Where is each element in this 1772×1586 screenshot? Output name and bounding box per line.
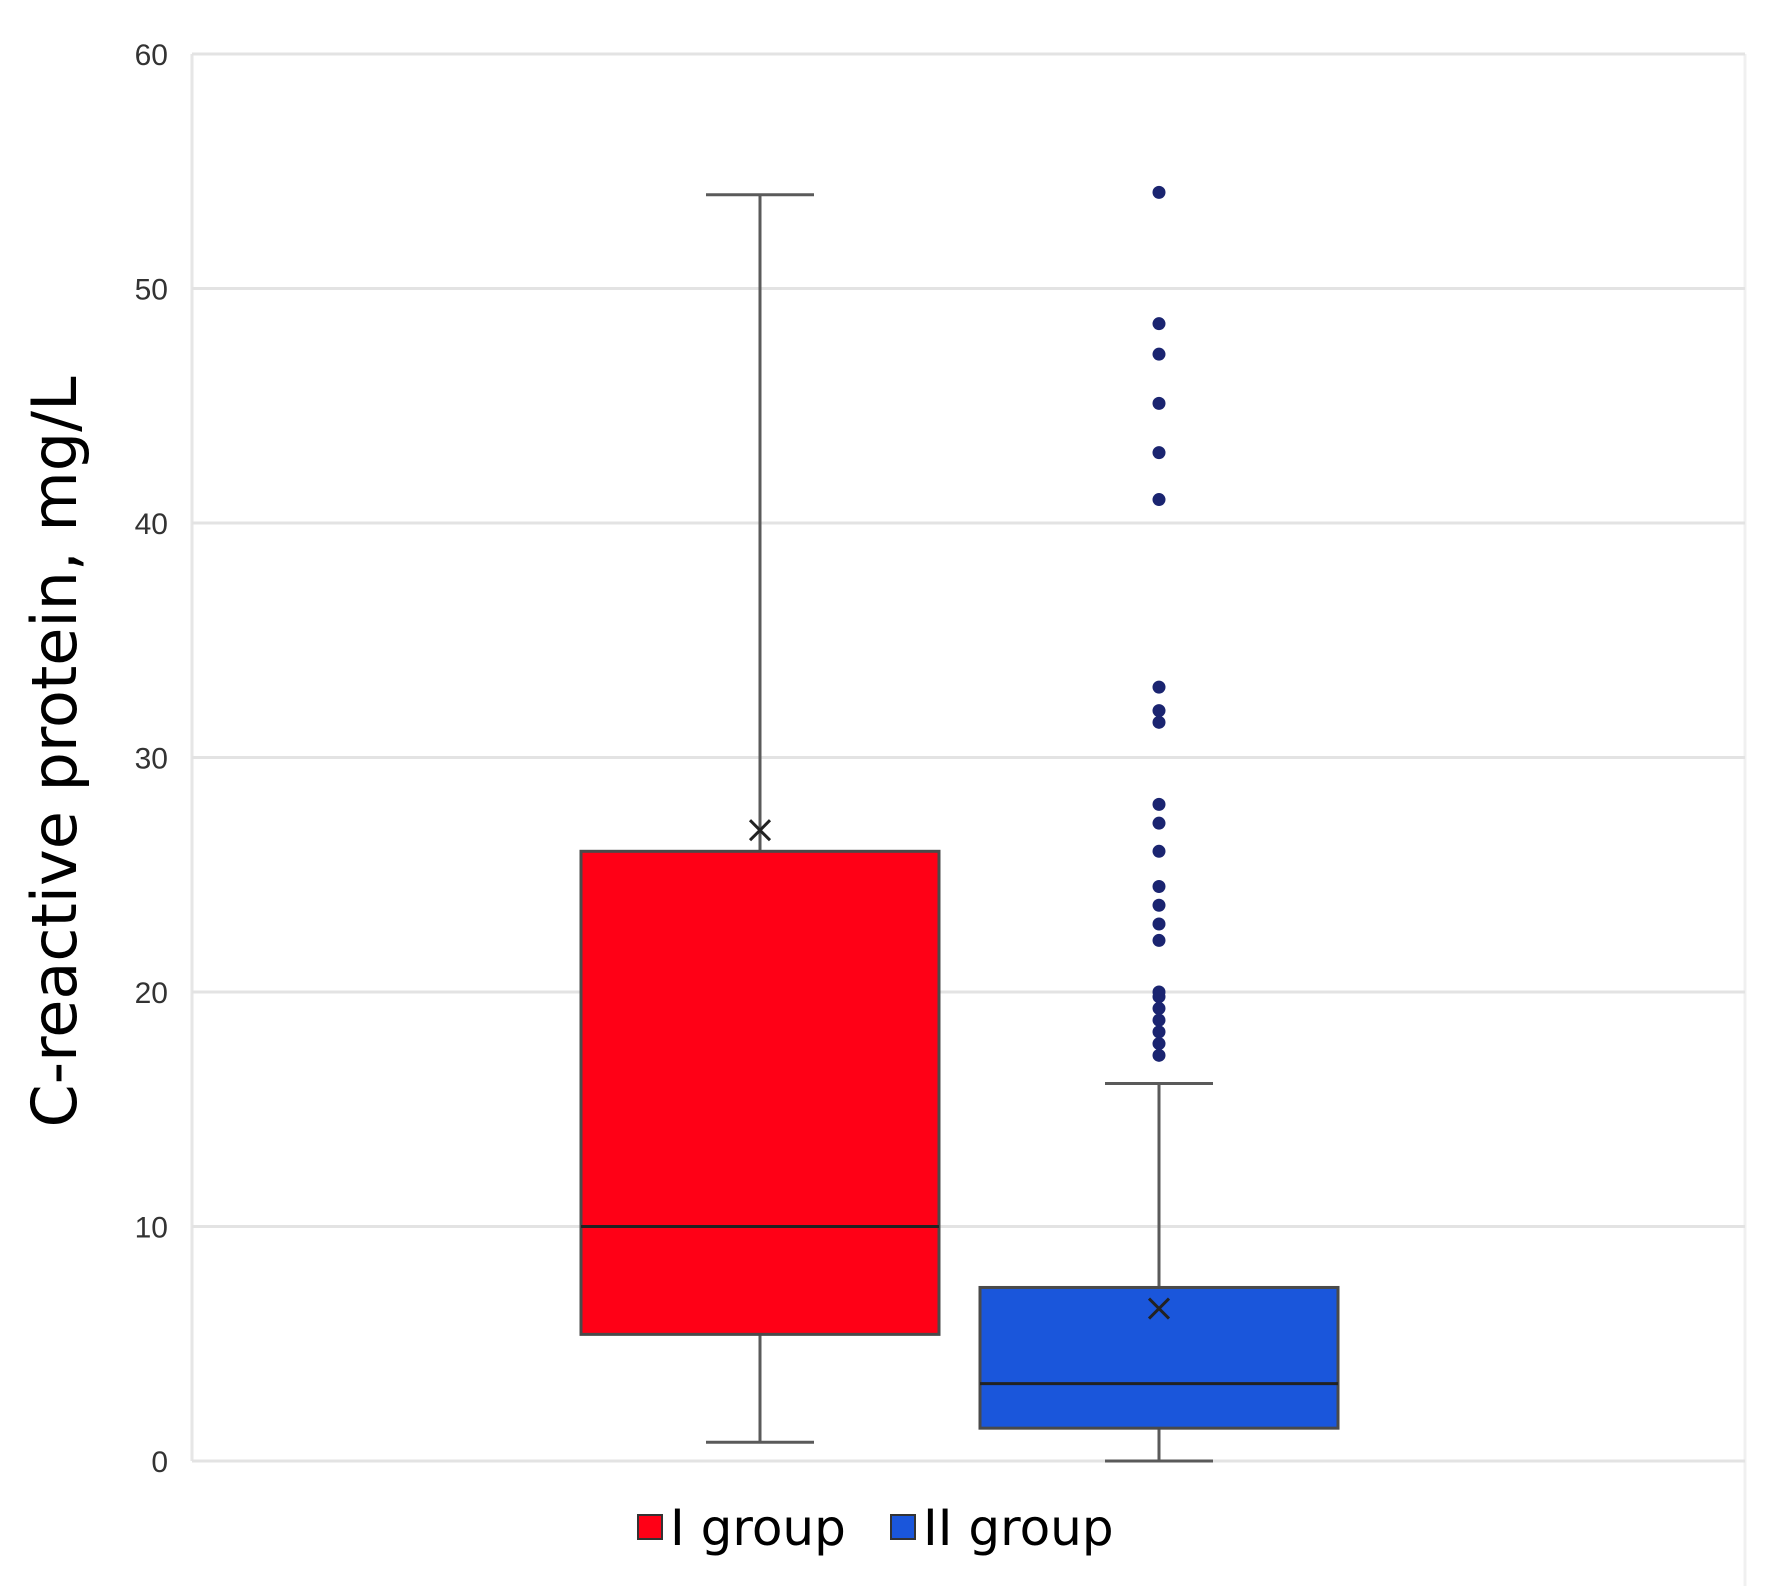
legend-swatch [890,1514,916,1540]
outlier-point [1152,898,1166,912]
legend-item-1: I group [637,1499,846,1557]
outlier-point [1152,1025,1166,1039]
outlier-point [1152,493,1166,507]
outlier-point [1152,1037,1166,1051]
outlier-point [1152,715,1166,729]
legend-label: II group [923,1499,1114,1557]
outlier-point [1152,317,1166,331]
outlier-point [1152,446,1166,460]
y-tick-label-20: 20 [135,977,168,1010]
y-tick-label-0: 0 [151,1446,168,1479]
y-tick-label-40: 40 [135,508,168,541]
y-tick-label-50: 50 [135,274,168,307]
outlier-point [1152,396,1166,410]
y-tick-labels: 0 10 20 30 40 50 60 [135,39,168,1479]
outlier-point [1152,797,1166,811]
outlier-point [1152,917,1166,931]
y-axis-title: C-reactive protein, mg/L [18,376,91,1128]
box-1 [579,193,941,1444]
outlier-point [1152,704,1166,718]
y-tick-label-30: 30 [135,743,168,776]
legend-label: I group [670,1499,846,1557]
outlier-point [1152,933,1166,947]
outlier-point [1152,844,1166,858]
legend-item-2: II group [890,1499,1114,1557]
outlier-point [1152,985,1166,999]
legend-swatch [637,1514,663,1540]
mean-marker [748,819,772,842]
mean-marker [1147,1297,1171,1320]
outlier-point [1152,1013,1166,1027]
outlier-point [1152,879,1166,893]
box-body [579,849,941,1336]
grid-lines [190,52,1747,1586]
boxes [579,185,1340,1463]
outlier-point [1152,816,1166,830]
legend: I group II group [637,1499,1114,1557]
outlier-point [1152,185,1166,199]
outlier-point [1152,1048,1166,1062]
y-tick-label-10: 10 [135,1212,168,1245]
box-body [978,1285,1340,1430]
y-tick-label-60: 60 [135,39,168,72]
outlier-point [1152,347,1166,361]
outlier-point [1152,680,1166,694]
outlier-point [1152,1001,1166,1015]
box-2 [978,185,1340,1463]
